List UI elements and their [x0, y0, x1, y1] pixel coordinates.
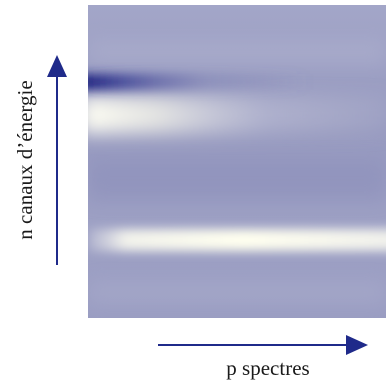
heatmap-image [88, 5, 386, 318]
vertical-label: n canaux d’énergie [13, 80, 37, 239]
horizontal-arrow [158, 335, 368, 355]
horizontal-label: p spectres [226, 356, 309, 380]
vertical-arrow [47, 55, 67, 265]
